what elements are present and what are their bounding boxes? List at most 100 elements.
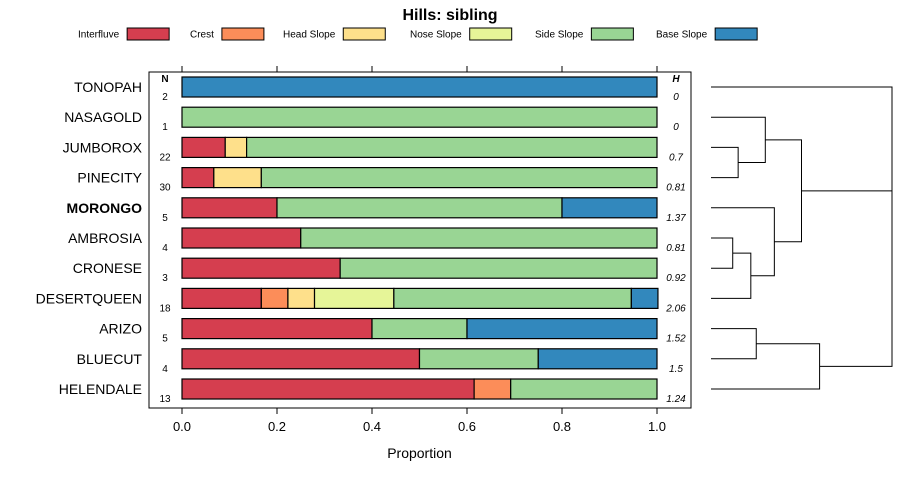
bar-segment-bluecut-side-slope — [418, 348, 539, 370]
bar-segment-bluecut-interfluve — [181, 348, 421, 370]
bar-row-jumborox — [181, 136, 658, 158]
n-value-helendale: 13 — [159, 394, 171, 405]
x-axis-label: Proportion — [387, 445, 452, 461]
row-label-helendale: HELENDALE — [59, 381, 142, 397]
bar-row-morongo — [181, 197, 658, 219]
x-tick-label-1: 0.2 — [268, 419, 286, 434]
bar-row-helendale — [181, 378, 658, 400]
legend-label-nose-slope: Nose Slope — [410, 30, 462, 41]
n-value-ambrosia: 4 — [162, 243, 168, 254]
bar-segment-cronese-interfluve — [181, 257, 341, 279]
legend-swatch-interfluve — [126, 27, 170, 41]
bar-segment-jumborox-interfluve — [181, 136, 226, 158]
dendrogram-link-c6 — [765, 139, 802, 243]
bar-row-nasagold — [181, 106, 658, 128]
legend-swatch-crest — [221, 27, 265, 41]
dendrogram-link-c3 — [711, 237, 734, 269]
row-label-jumborox: JUMBOROX — [63, 139, 143, 155]
bar-segment-nasagold-side-slope — [181, 106, 658, 128]
bar-segment-arizo-interfluve — [181, 318, 373, 340]
bar-segment-jumborox-side-slope — [246, 136, 658, 158]
row-label-cronese: CRONESE — [73, 260, 142, 276]
h-value-pinecity: 0.81 — [666, 183, 685, 194]
n-value-pinecity: 30 — [159, 183, 171, 194]
bar-row-arizo — [181, 318, 658, 340]
dendrogram — [711, 86, 893, 390]
bar-row-desertqueen — [181, 287, 659, 309]
bar-row-cronese — [181, 257, 658, 279]
row-label-arizo: ARIZO — [99, 321, 142, 337]
n-value-tonopah: 2 — [162, 92, 168, 103]
row-label-bluecut: BLUECUT — [77, 351, 143, 367]
h-value-morongo: 1.37 — [666, 213, 686, 224]
legend: Interfluve Crest Head Slope Nose Slope Side … — [78, 27, 758, 41]
row-label-pinecity: PINECITY — [77, 170, 142, 186]
legend-swatch-side-slope — [590, 27, 634, 41]
n-value-jumborox: 22 — [159, 152, 171, 163]
bar-segment-helendale-interfluve — [181, 378, 475, 400]
n-value-bluecut: 4 — [162, 364, 168, 375]
n-value-arizo: 5 — [162, 334, 168, 345]
bar-segment-desertqueen-crest — [260, 287, 289, 309]
bar-segment-pinecity-interfluve — [181, 167, 215, 189]
bar-segment-jumborox-head-slope — [224, 136, 248, 158]
legend-label-crest: Crest — [190, 30, 214, 41]
x-tick-label-2: 0.4 — [363, 419, 381, 434]
x-tick-label-5: 1.0 — [648, 419, 666, 434]
chart-title: Hills: sibling — [402, 7, 497, 24]
bar-row-bluecut — [181, 348, 658, 370]
legend-label-side-slope: Side Slope — [535, 30, 584, 41]
row-label-tonopah: TONOPAH — [74, 79, 142, 95]
bar-segment-desertqueen-side-slope — [393, 287, 632, 309]
bar-row-ambrosia — [181, 227, 658, 249]
row-label-nasagold: NASAGOLD — [64, 109, 142, 125]
bar-segment-desertqueen-interfluve — [181, 287, 262, 309]
h-column-header: H — [672, 74, 680, 85]
legend-swatch-nose-slope — [469, 27, 513, 41]
bar-row-pinecity — [181, 167, 658, 189]
bar-segment-pinecity-side-slope — [260, 167, 658, 189]
bar-segment-morongo-interfluve — [181, 197, 278, 219]
row-label-morongo: MORONGO — [67, 200, 143, 216]
dendrogram-link-c1 — [711, 146, 739, 179]
bars-group — [181, 76, 659, 400]
row-label-ambrosia: AMBROSIA — [68, 230, 143, 246]
bar-segment-morongo-side-slope — [276, 197, 563, 219]
h-value-ambrosia: 0.81 — [666, 243, 685, 254]
bar-segment-desertqueen-head-slope — [287, 287, 316, 309]
h-value-jumborox: 0.7 — [669, 152, 683, 163]
dendrogram-link-c5 — [711, 207, 775, 277]
h-value-tonopah: 0 — [673, 92, 679, 103]
dendrogram-link-c10 — [819, 138, 893, 367]
n-column-header: N — [161, 74, 168, 85]
h-value-cronese: 0.92 — [666, 273, 686, 284]
h-value-bluecut: 1.5 — [669, 364, 683, 375]
row-label-desertqueen: DESERTQUEEN — [36, 290, 142, 306]
bar-segment-helendale-crest — [473, 378, 512, 400]
legend-label-interfluve: Interfluve — [78, 30, 120, 41]
h-value-desertqueen: 2.06 — [665, 303, 686, 314]
bar-segment-arizo-side-slope — [371, 318, 468, 340]
h-value-nasagold: 0 — [673, 122, 679, 133]
dendrogram-link-c4 — [711, 252, 752, 299]
legend-swatch-head-slope — [342, 27, 386, 41]
bar-segment-desertqueen-nose-slope — [313, 287, 395, 309]
row-labels-group: TONOPAH 2 0 NASAGOLD 1 0 JUMBOROX 22 0.7 PINECITY… — [36, 79, 686, 405]
plot-frame — [148, 71, 692, 409]
bar-segment-ambrosia-interfluve — [181, 227, 302, 249]
n-value-cronese: 3 — [162, 273, 168, 284]
dendrogram-link-c9 — [711, 343, 821, 390]
bar-segment-ambrosia-side-slope — [300, 227, 658, 249]
bar-row-tonopah — [181, 76, 658, 98]
bar-segment-desertqueen-base-slope — [630, 287, 659, 309]
h-value-helendale: 1.24 — [666, 394, 686, 405]
bar-segment-pinecity-head-slope — [213, 167, 262, 189]
bar-segment-helendale-side-slope — [510, 378, 658, 400]
x-tick-label-0: 0.0 — [173, 419, 191, 434]
legend-label-head-slope: Head Slope — [283, 30, 336, 41]
bar-segment-cronese-side-slope — [339, 257, 658, 279]
bar-segment-morongo-base-slope — [561, 197, 658, 219]
n-value-morongo: 5 — [162, 213, 168, 224]
legend-swatch-base-slope — [714, 27, 758, 41]
